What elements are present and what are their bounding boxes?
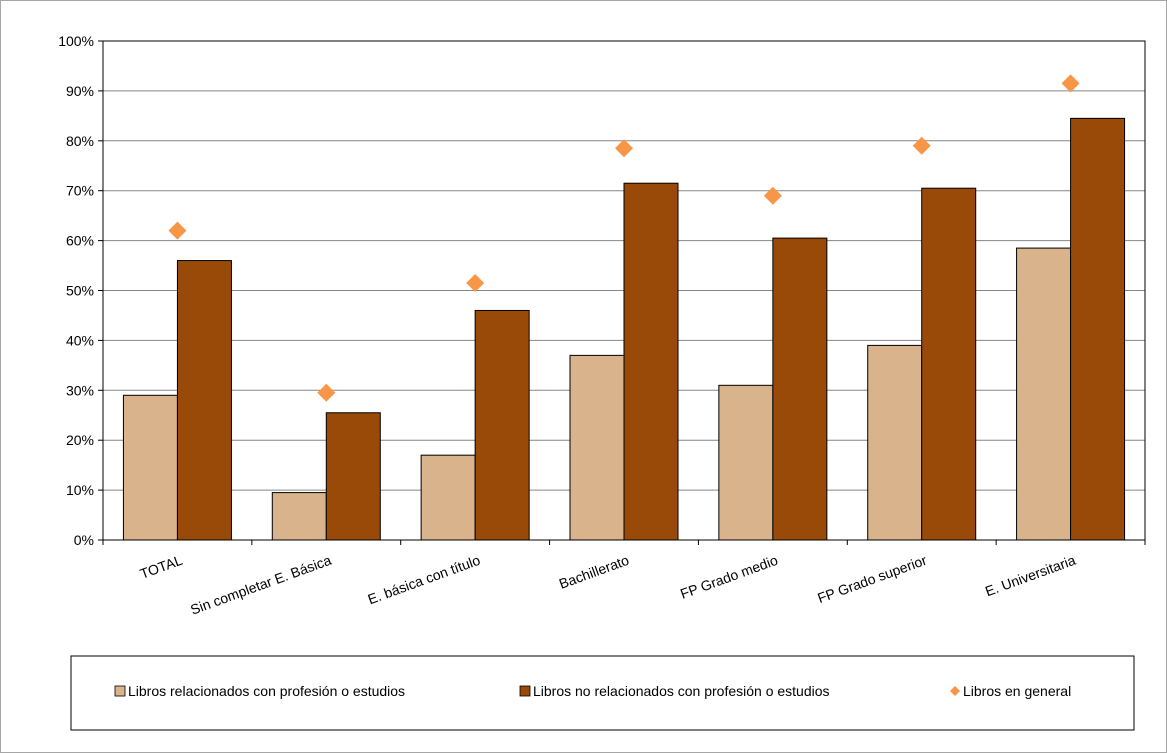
category-label-6: E. Universitaria [983, 552, 1078, 600]
y-tick-label-2: 20% [66, 432, 94, 448]
legend-swatch-2 [950, 686, 960, 696]
legend-label-2: Libros en general [963, 683, 1071, 699]
bar-s0-c0 [122, 394, 178, 541]
bar-s1-c3 [623, 182, 679, 541]
y-tick-label-0: 0% [74, 532, 94, 548]
marker-s2-c3 [615, 139, 633, 158]
bar-s1-c6 [1070, 117, 1126, 541]
y-tick-label-8: 80% [66, 133, 94, 149]
bars [122, 117, 1126, 541]
y-tick-label-1: 10% [66, 482, 94, 498]
category-label-1: Sin completar E. Básica [188, 552, 333, 618]
bar-s1-c5 [921, 187, 977, 541]
markers [168, 74, 1080, 402]
bar-s1-c0 [176, 260, 232, 541]
bar-s0-c1 [271, 492, 327, 541]
y-tick-label-6: 60% [66, 233, 94, 249]
marker-s2-c0 [168, 221, 187, 240]
marker-s2-c4 [763, 186, 782, 205]
bar-s1-c1 [325, 412, 381, 541]
category-label-3: Bachillerato [557, 552, 631, 592]
bar-s0-c2 [420, 454, 476, 541]
legend-label-1: Libros no relacionados con profesión o e… [533, 683, 830, 699]
category-label-2: E. básica con título [366, 552, 483, 608]
marker-s2-c6 [1061, 74, 1080, 93]
bar-s1-c4 [772, 237, 828, 541]
legend-swatch-0 [114, 685, 126, 697]
marker-s2-c1 [317, 383, 336, 402]
bar-s0-c3 [569, 354, 625, 541]
marker-s2-c2 [466, 274, 485, 293]
legend: Libros relacionados con profesión o estu… [70, 655, 1135, 731]
bar-s0-c4 [718, 384, 774, 541]
y-tick-label-9: 90% [66, 83, 94, 99]
marker-s2-c5 [912, 136, 931, 155]
bar-s1-c2 [474, 309, 530, 541]
y-tick-label-4: 40% [66, 332, 94, 348]
bar-s0-c6 [1016, 247, 1072, 541]
legend-swatch-1 [519, 685, 531, 697]
category-label-4: FP Grado medio [678, 552, 780, 602]
y-tick-label-3: 30% [66, 382, 94, 398]
x-axis-labels: TOTAL Sin completar E. Básica E. básica co… [138, 552, 1078, 618]
legend-label-0: Libros relacionados con profesión o estu… [128, 683, 405, 699]
category-label-5: FP Grado superior [815, 552, 929, 606]
y-tick-label-5: 50% [66, 283, 94, 299]
category-label-0: TOTAL [138, 552, 185, 582]
y-tick-label-7: 70% [66, 183, 94, 199]
y-tick-label-10: 100% [58, 33, 94, 49]
bar-s0-c5 [867, 344, 923, 541]
